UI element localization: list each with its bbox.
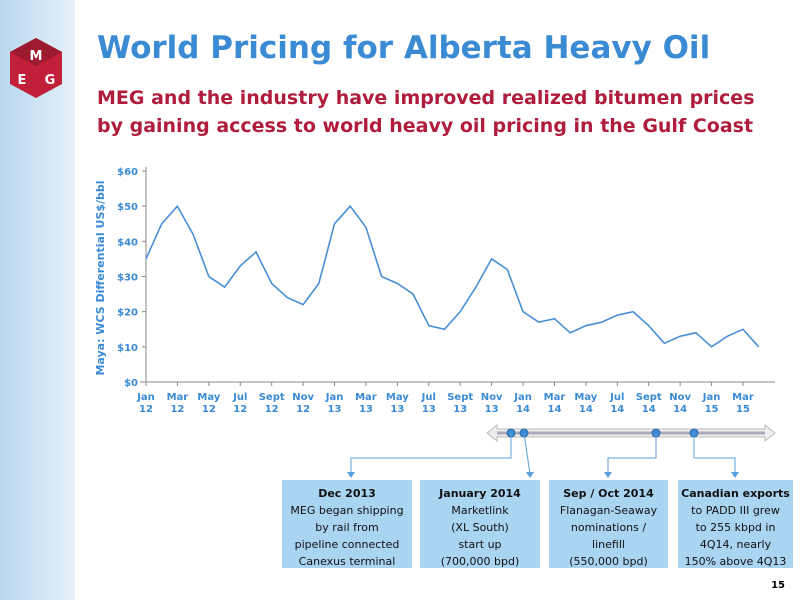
- y-axis-label: Maya: WCS Differential US$/bbl: [94, 180, 107, 375]
- x-tick-label: Jul 13: [421, 392, 436, 415]
- x-tick-label: Mar 13: [355, 392, 377, 415]
- x-tick-label: Jul 12: [232, 392, 247, 415]
- callout-box: [420, 480, 540, 568]
- callout-box: [282, 480, 412, 568]
- x-tick-label: Sept 12: [259, 392, 285, 415]
- callout-text: linefill: [592, 538, 625, 551]
- x-tick-label: Jan 12: [136, 392, 155, 415]
- callout-text: 150% above 4Q13: [685, 555, 787, 568]
- x-tick-label: Jan 14: [513, 392, 532, 415]
- callout-text: Marketlink: [451, 504, 509, 517]
- x-tick-label: May 13: [386, 392, 409, 415]
- x-tick-label: Jan 13: [325, 392, 344, 415]
- x-tick-label: Mar 14: [544, 392, 566, 415]
- callouts: Dec 2013 MEG began shipping by rail from pi…: [282, 480, 793, 568]
- x-tick-label: Nov 12: [292, 392, 314, 415]
- svg-text:G: G: [45, 73, 56, 88]
- page-number: 15: [771, 580, 785, 591]
- chart: $0 $10 $20 $30 $40 $50 $60 Jan 12 Mar 12 May 12 Jul 12…: [117, 167, 775, 415]
- subtitle: by gaining access to world heavy oil pri…: [97, 115, 753, 137]
- callout-text: Sep / Oct 2014: [563, 487, 654, 500]
- callout-text: nominations /: [571, 521, 646, 534]
- callout-text: (550,000 bpd): [569, 555, 648, 568]
- side-strip: [0, 0, 75, 600]
- x-tick-label: Jan 15: [702, 392, 721, 415]
- x-tick-label: Nov 13: [481, 392, 503, 415]
- x-tick-label: Sept 13: [447, 392, 473, 415]
- y-tick-label: $60: [117, 167, 138, 178]
- title: World Pricing for Alberta Heavy Oil: [97, 30, 710, 66]
- callout-text: Dec 2013: [318, 487, 376, 500]
- y-tick-label: $40: [117, 237, 138, 248]
- callout-text: (700,000 bpd): [441, 555, 520, 568]
- callout-text: to PADD III grew: [691, 504, 780, 517]
- callout-text: Canadian exports: [681, 487, 790, 500]
- callout-text: MEG began shipping: [290, 504, 403, 517]
- x-tick-label: Mar 12: [167, 392, 189, 415]
- svg-text:M: M: [30, 49, 43, 64]
- data-line: [145, 204, 760, 348]
- y-tick-label: $50: [117, 202, 138, 213]
- y-tick-label: $20: [117, 308, 138, 319]
- y-tick-label: $10: [117, 343, 138, 354]
- y-tick-label: $0: [124, 378, 138, 389]
- callout-text: to 255 kbpd in: [696, 521, 776, 534]
- subtitle: MEG and the industry have improved reali…: [97, 87, 755, 109]
- timeline: [347, 423, 776, 478]
- callout-text: pipeline connected: [295, 538, 400, 551]
- callout-text: start up: [458, 538, 501, 551]
- x-tick-label: Sept 14: [636, 392, 662, 415]
- x-tick-label: May 12: [197, 392, 220, 415]
- callout-text: 4Q14, nearly: [700, 538, 772, 551]
- callout-text: Flanagan-Seaway: [560, 504, 658, 517]
- callout-text: January 2014: [438, 487, 521, 500]
- callout-box: [678, 480, 793, 568]
- logo: M E G: [10, 38, 62, 98]
- callout-text: Canexus terminal: [299, 555, 396, 568]
- callout-text: by rail from: [315, 521, 378, 534]
- x-tick-label: Nov 14: [669, 392, 691, 415]
- callout-text: (XL South): [451, 521, 509, 534]
- svg-text:E: E: [18, 73, 27, 88]
- callout-box: [549, 480, 668, 568]
- x-tick-label: Mar 15: [732, 392, 754, 415]
- x-tick-label: Jul 14: [609, 392, 624, 415]
- y-tick-label: $30: [117, 273, 138, 284]
- x-tick-label: May 14: [574, 392, 597, 415]
